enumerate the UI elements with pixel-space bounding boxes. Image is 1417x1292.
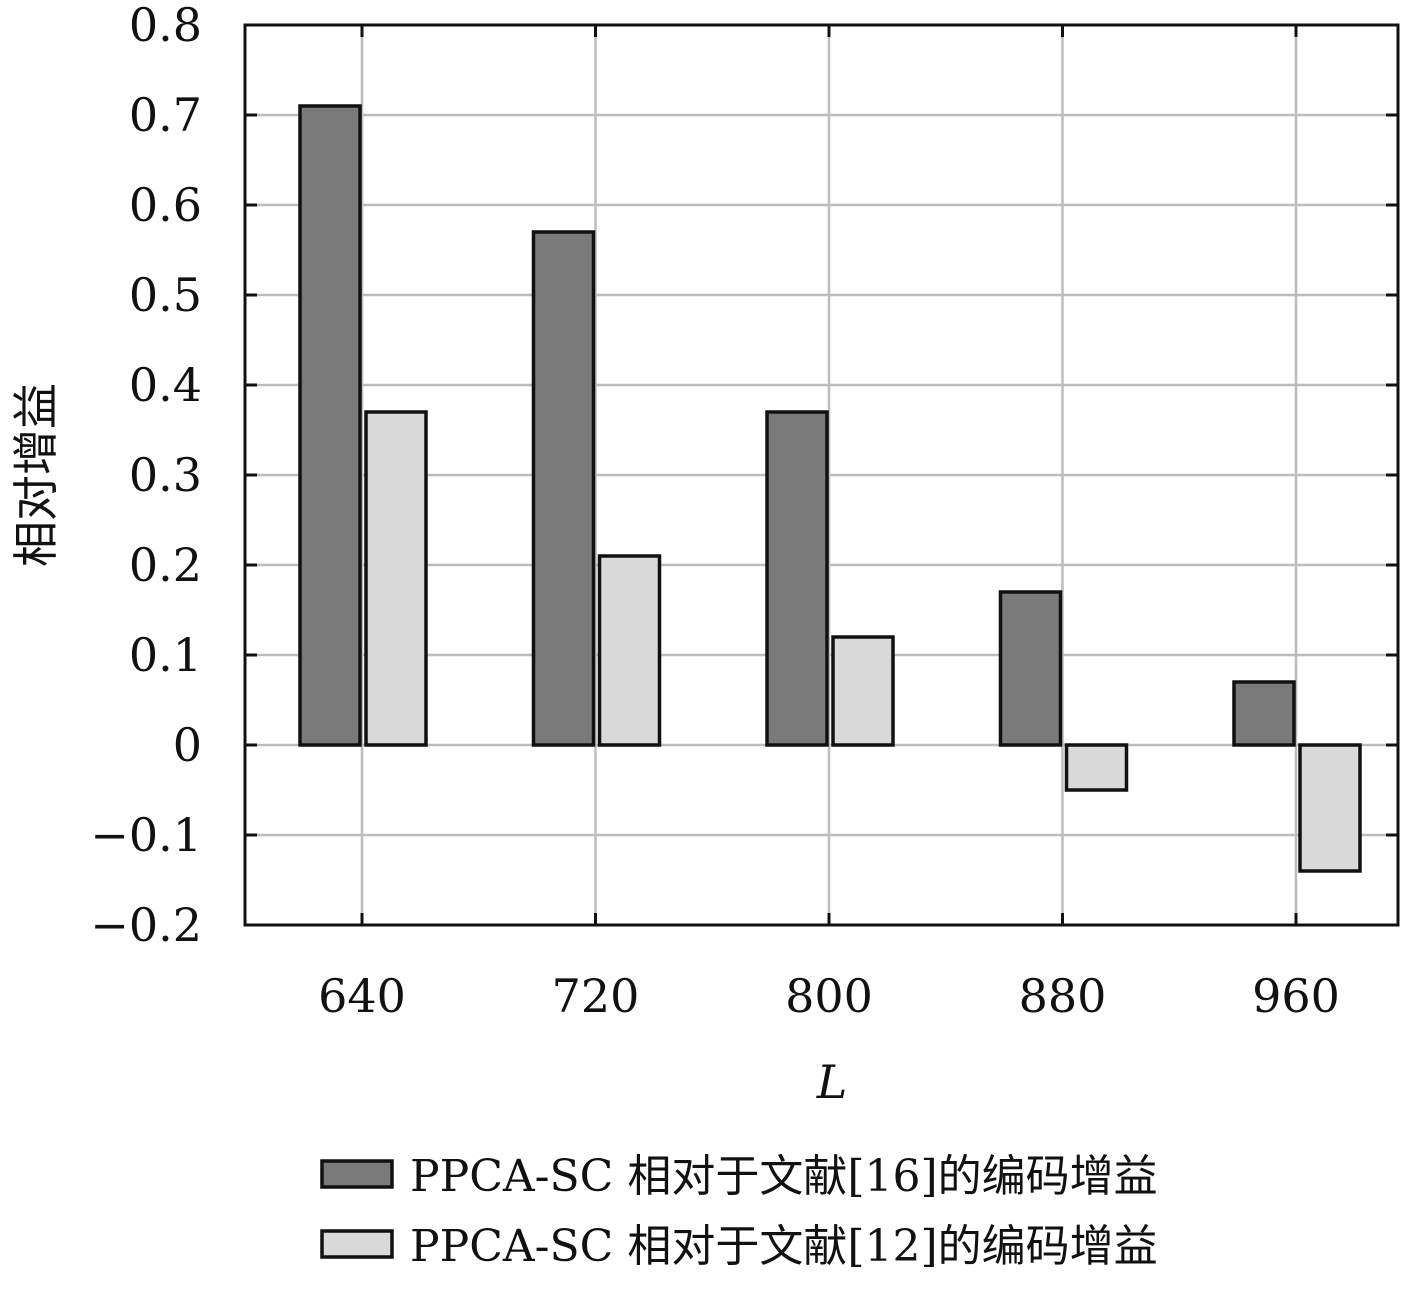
y-tick-label: 0.1 [129, 628, 202, 682]
x-tick-label: 720 [552, 969, 640, 1023]
y-tick-label: −0.2 [90, 898, 202, 952]
x-axis-ticks: 640 720 800 880 960 [318, 25, 1340, 1023]
y-tick-label: 0.4 [129, 358, 202, 412]
y-tick-label: 0.8 [129, 0, 202, 52]
bar-series-1 [531, 230, 596, 747]
y-tick-label: 0.2 [129, 538, 202, 592]
x-tick-label: 800 [785, 969, 873, 1023]
y-axis-ticks: −0.2 −0.1 0 0.1 0.2 0.3 0.4 0.5 0.6 0.7 0.8 [90, 0, 1398, 952]
legend-swatch-2 [320, 1229, 394, 1259]
legend: PPCA-SC 相对于文献[16]的编码增益 PPCA-SC 相对于文献[12]的… [320, 1151, 1158, 1272]
y-tick-label: 0.7 [129, 88, 202, 142]
bars-group [298, 104, 1362, 873]
bar-series-2 [364, 410, 428, 747]
bar-series-2 [597, 554, 662, 747]
y-tick-label: 0.3 [129, 448, 202, 502]
y-tick-label: −0.1 [90, 808, 202, 862]
bar-series-2 [1298, 743, 1362, 873]
bar-series-1 [1232, 680, 1296, 747]
bar-series-1 [298, 104, 362, 747]
legend-label-2: PPCA-SC 相对于文献[12]的编码增益 [410, 1221, 1158, 1272]
bar-series-2 [831, 635, 895, 747]
y-tick-label: 0 [173, 718, 202, 772]
y-axis-label: 相对增益 [9, 383, 63, 567]
bar-series-2 [1064, 743, 1129, 792]
legend-label-1: PPCA-SC 相对于文献[16]的编码增益 [410, 1151, 1158, 1202]
x-tick-label: 960 [1252, 969, 1340, 1023]
x-tick-label: 640 [318, 969, 406, 1023]
legend-swatch-1 [320, 1159, 394, 1189]
y-tick-label: 0.6 [129, 178, 202, 232]
y-tick-label: 0.5 [129, 268, 202, 322]
x-axis-label: L [816, 1055, 848, 1109]
bar-series-1 [998, 590, 1063, 747]
bar-series-1 [765, 410, 829, 747]
x-tick-label: 880 [1019, 969, 1107, 1023]
